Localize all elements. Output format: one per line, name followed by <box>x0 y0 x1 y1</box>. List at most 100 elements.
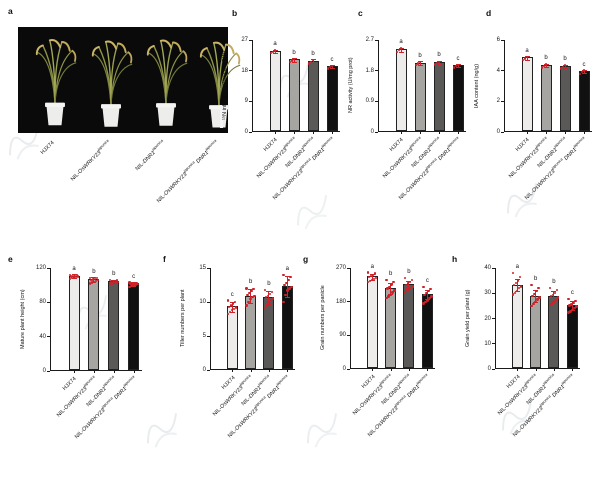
significance-letter: c <box>132 273 136 280</box>
data-point <box>512 271 515 275</box>
significance-letter: c <box>456 55 460 62</box>
x-axis-label: HJX74 <box>62 376 79 392</box>
significance-letter: b <box>563 56 567 63</box>
chart-nr-activity: NR activity (U/mg prot) 0 0.9 1.8 2.7 a HJX74 b… <box>348 37 466 201</box>
data-point <box>517 279 520 282</box>
data-point <box>571 308 574 312</box>
bar <box>566 304 578 368</box>
data-point <box>368 275 371 279</box>
x-axis-label: HJX74 <box>220 375 237 391</box>
data-point <box>409 286 413 290</box>
data-point <box>518 287 521 290</box>
data-point <box>568 304 571 307</box>
data-point <box>74 275 78 279</box>
bar <box>433 62 445 131</box>
bar <box>403 284 415 368</box>
data-point <box>68 273 72 277</box>
error-bar <box>419 61 421 66</box>
data-point <box>286 289 289 292</box>
y-tick-label: 4 <box>496 67 500 74</box>
data-point <box>553 291 557 294</box>
significance-letter: b <box>112 271 116 278</box>
data-point <box>567 311 570 314</box>
data-point <box>328 66 332 69</box>
y-tick-label: 0.9 <box>365 98 374 105</box>
significance-letter: a <box>525 47 529 54</box>
data-point <box>326 67 330 70</box>
y-tick-label: 9 <box>244 98 248 105</box>
data-point <box>88 276 92 280</box>
data-point <box>234 300 237 304</box>
data-point <box>288 287 291 290</box>
data-point <box>284 294 287 297</box>
data-point <box>248 291 251 295</box>
bar <box>540 65 552 131</box>
data-point <box>519 275 522 279</box>
data-point <box>516 289 519 292</box>
data-point <box>72 276 76 279</box>
y-tick-label: 15 <box>199 265 206 271</box>
y-axis-label: Grain yield per plant (g) <box>465 289 471 347</box>
error-bar <box>564 65 566 69</box>
data-point <box>424 300 427 304</box>
data-point <box>128 281 131 284</box>
error-bar <box>583 70 585 74</box>
data-point <box>385 296 388 300</box>
data-point <box>246 294 249 297</box>
bar <box>245 295 257 369</box>
data-point <box>548 287 552 290</box>
data-point <box>537 287 540 290</box>
error-bar <box>274 50 276 54</box>
data-point <box>95 277 99 280</box>
data-point <box>399 47 403 50</box>
data-point <box>435 61 439 65</box>
data-point <box>426 299 429 302</box>
error-bar <box>390 283 392 295</box>
data-point <box>90 281 94 284</box>
error-bar <box>312 59 314 64</box>
y-tick-label: 18 <box>241 67 248 74</box>
data-point <box>559 67 563 70</box>
data-point <box>73 274 77 277</box>
data-point <box>392 281 395 284</box>
data-point <box>273 49 277 52</box>
data-point <box>245 287 248 290</box>
data-point <box>372 273 375 277</box>
data-point <box>136 283 139 286</box>
data-point <box>561 65 565 69</box>
data-point <box>405 289 409 293</box>
data-point <box>580 71 584 74</box>
y-tick-label: 27 <box>241 37 248 43</box>
y-tick-label: 20 <box>484 315 491 322</box>
data-point <box>454 65 458 68</box>
y-axis-label: ¹⁵N influx (μmol h⁻¹ g⁻¹ DW) <box>222 51 228 121</box>
significance-letter: b <box>292 49 296 56</box>
photo-genotype-label: NIL-DNR1japonica <box>135 138 165 173</box>
bar <box>548 296 560 368</box>
data-point <box>523 57 527 60</box>
panel-letter-f: f <box>163 254 166 264</box>
significance-letter: a <box>370 263 374 270</box>
error-bar <box>438 61 440 65</box>
significance-letter: a <box>285 265 289 272</box>
y-tick-label: 5 <box>202 333 206 339</box>
bar <box>366 276 378 368</box>
data-point <box>554 298 558 301</box>
y-tick-label: 0 <box>244 129 248 135</box>
data-point <box>552 300 556 303</box>
data-point <box>371 278 374 282</box>
error-bar <box>535 290 537 303</box>
error-bar <box>371 274 373 281</box>
error-bar <box>516 279 518 292</box>
error-bar <box>526 56 528 61</box>
panel-letter-e: e <box>8 254 13 264</box>
data-point <box>570 303 573 306</box>
data-point <box>385 278 388 282</box>
data-point <box>387 295 390 298</box>
data-point <box>551 293 555 296</box>
y-axis-label: IAA content (ng/g) <box>474 63 480 108</box>
data-point <box>520 285 523 288</box>
panel-letter-b: b <box>232 8 238 18</box>
data-point <box>425 291 428 295</box>
error-bar <box>457 64 459 68</box>
